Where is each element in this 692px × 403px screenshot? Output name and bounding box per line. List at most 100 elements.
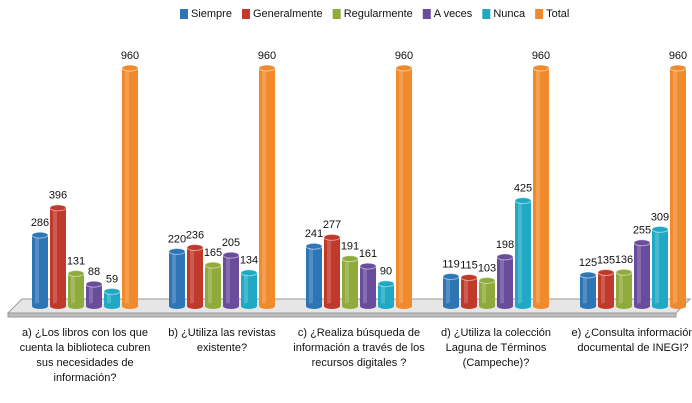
legend-label: Nunca: [493, 8, 526, 20]
bar: [633, 239, 651, 309]
bar-bottom: [443, 303, 459, 309]
bar: [49, 204, 67, 309]
bar: [305, 242, 323, 309]
value-label: 88: [88, 266, 100, 278]
legend-swatch: [180, 9, 188, 19]
legend-label: Siempre: [191, 8, 232, 20]
bar-shine: [482, 280, 486, 306]
bar-shine: [464, 277, 468, 306]
bar: [85, 280, 103, 309]
bar-top: [67, 270, 85, 278]
bar-bottom: [169, 303, 185, 309]
bar-body: [443, 276, 459, 306]
value-label: 136: [615, 254, 633, 266]
bar-shine: [53, 207, 57, 306]
bar-shine: [673, 68, 677, 306]
bar-bottom: [241, 303, 257, 309]
bar-shine: [190, 247, 194, 306]
bar: [204, 261, 222, 309]
bar: [669, 64, 687, 309]
bar-shine: [71, 273, 75, 306]
legend-swatch: [535, 9, 544, 19]
bar-bottom: [122, 303, 138, 309]
bar: [460, 273, 478, 309]
bar-top: [377, 280, 395, 288]
bar-bottom: [187, 303, 203, 309]
bar-bottom: [396, 303, 412, 309]
bar-body: [598, 272, 614, 306]
bar-body: [169, 251, 185, 306]
bar-body: [652, 229, 668, 306]
bar-body: [580, 275, 596, 306]
x-tick-label: e) ¿Consulta información documental de I…: [571, 327, 692, 354]
value-label: 165: [204, 247, 222, 259]
bar-top: [651, 225, 669, 233]
x-tick-label: a) ¿Los libros con los que cuenta la bib…: [19, 327, 151, 384]
bar: [597, 269, 615, 309]
bar-bottom: [104, 303, 120, 309]
value-label: 960: [121, 50, 139, 62]
value-label: 115: [460, 259, 478, 271]
bar-top: [168, 247, 186, 255]
bar-shine: [208, 265, 212, 306]
value-label: 396: [49, 190, 67, 202]
bar: [615, 268, 633, 309]
legend-swatch: [332, 9, 341, 19]
value-label: 277: [323, 219, 341, 231]
bar-top: [597, 269, 615, 277]
bar-bottom: [68, 303, 84, 309]
bar-shine: [226, 255, 230, 306]
bar-body: [479, 280, 495, 306]
bar-top: [121, 64, 139, 72]
bar-body: [122, 68, 138, 306]
value-label: 241: [305, 228, 323, 240]
bar-top: [103, 287, 121, 295]
bar-shine: [327, 237, 331, 306]
bar-top: [222, 251, 240, 259]
bar-top: [258, 64, 276, 72]
bar: [478, 276, 496, 309]
bar-bottom: [324, 303, 340, 309]
bar-body: [306, 246, 322, 306]
bar-bottom: [259, 303, 275, 309]
bar-shine: [381, 283, 385, 306]
bar: [103, 287, 121, 309]
value-label: 198: [496, 239, 514, 251]
value-label: 960: [395, 50, 413, 62]
bar-top: [323, 233, 341, 241]
bar-top: [579, 271, 597, 279]
bar-shine: [125, 68, 129, 306]
bar-bottom: [515, 303, 531, 309]
bar-body: [634, 242, 650, 306]
value-label: 135: [597, 254, 615, 266]
bar-body: [50, 207, 66, 306]
bar-bottom: [86, 303, 102, 309]
legend-label: Regularmente: [344, 8, 413, 20]
bar-top: [341, 255, 359, 263]
legend-swatch: [422, 9, 431, 19]
bar-body: [533, 68, 549, 306]
value-label: 425: [514, 183, 532, 195]
bar-top: [395, 64, 413, 72]
bar-top: [478, 276, 496, 284]
bar-shine: [107, 291, 111, 306]
bar-body: [616, 272, 632, 306]
value-label: 255: [633, 225, 651, 237]
bar-shine: [536, 68, 540, 306]
value-label: 161: [359, 248, 377, 260]
bar-shine: [655, 229, 659, 306]
value-label: 90: [380, 266, 392, 278]
legend-label: Generalmente: [253, 8, 323, 20]
bar-shine: [363, 266, 367, 306]
bar-top: [633, 239, 651, 247]
bar-body: [360, 266, 376, 306]
bar-shine: [345, 258, 349, 306]
bar-bottom: [533, 303, 549, 309]
bar-body: [396, 68, 412, 306]
bar-top: [615, 268, 633, 276]
bar-top: [49, 204, 67, 212]
bar: [121, 64, 139, 309]
bar-bottom: [616, 303, 632, 309]
bar-shine: [262, 68, 266, 306]
bar: [514, 197, 532, 309]
